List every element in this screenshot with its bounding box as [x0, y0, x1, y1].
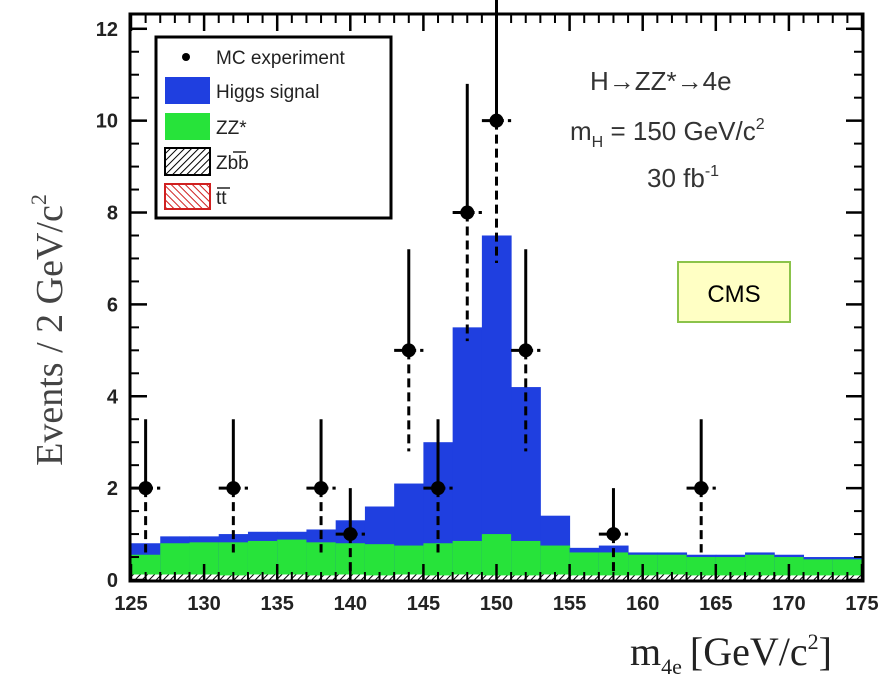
- mass-sub: H: [592, 134, 604, 151]
- data-point: [394, 249, 424, 452]
- cms-badge: CMS: [677, 261, 791, 323]
- y-tick-label: 12: [96, 19, 118, 41]
- lumi-value: 30 fb: [647, 163, 705, 193]
- x-tick-label: 160: [626, 593, 659, 615]
- lumi-sup: -1: [705, 163, 719, 180]
- x-tick-labels: 125 130 135 140 145 150 155 160 165 170 175: [114, 593, 878, 615]
- data-point: [511, 249, 541, 452]
- y-tick-label: 10: [96, 111, 118, 133]
- data-point: [452, 83, 482, 342]
- data-points: [131, 0, 716, 576]
- x-tick-label: 150: [480, 593, 513, 615]
- data-point: [131, 419, 161, 553]
- data-marker: [343, 527, 358, 542]
- x-axis-label-unit-sup: 2: [808, 629, 819, 654]
- x-tick-label: 125: [114, 593, 147, 615]
- lumi-label: 30 fb-1: [647, 163, 719, 193]
- y-axis-label: Events / 2 GeV/c2: [26, 194, 71, 466]
- zz-background-bar: [686, 557, 717, 580]
- data-marker: [401, 343, 416, 358]
- data-marker: [460, 205, 475, 220]
- data-marker: [489, 113, 504, 128]
- x-tick-label: 175: [845, 593, 878, 615]
- x-tick-label: 155: [553, 593, 586, 615]
- mass-value: = 150 GeV/c: [603, 116, 755, 146]
- cms-badge-text: CMS: [707, 281, 760, 308]
- zz-background-bar: [715, 557, 746, 580]
- data-marker: [431, 481, 446, 496]
- y-axis-label-sup: 2: [26, 194, 51, 205]
- data-marker: [694, 481, 709, 496]
- x-tick-label: 145: [407, 593, 440, 615]
- mass-label: mH = 150 GeV/c2: [570, 116, 765, 151]
- x-tick-label: 170: [772, 593, 805, 615]
- x-axis-label-sub: 4e: [661, 654, 682, 679]
- legend-label-zz: ZZ*: [216, 118, 247, 139]
- legend-marker-mc: [182, 53, 190, 61]
- data-marker: [314, 481, 329, 496]
- data-point: [218, 419, 248, 553]
- y-tick-label: 8: [107, 203, 118, 225]
- y-tick-label: 6: [107, 294, 118, 316]
- zz-background-bar: [832, 559, 863, 580]
- x-tick-label: 165: [699, 593, 732, 615]
- legend: MC experiment Higgs signal ZZ* Zbb tt: [154, 35, 393, 220]
- legend-label-higgs: Higgs signal: [216, 82, 320, 103]
- legend-swatch-zbb: [164, 147, 211, 176]
- mass-sup: 2: [756, 116, 765, 133]
- process-label: H→ZZ*→4e: [590, 66, 732, 96]
- x-tick-label: 130: [187, 593, 220, 615]
- y-tick-label: 0: [107, 570, 118, 592]
- data-point: [481, 0, 512, 264]
- data-point: [423, 419, 453, 553]
- legend-swatch-tt: [164, 183, 211, 210]
- x-axis-label-unit-end: ]: [819, 629, 832, 674]
- data-point: [598, 488, 629, 576]
- y-tick-labels: 0 2 4 6 8 10 12: [96, 19, 119, 592]
- annotation-block: H→ZZ*→4e mH = 150 GeV/c2 30 fb-1: [570, 66, 765, 193]
- zz-background-bar: [803, 559, 834, 580]
- y-tick-label: 4: [107, 386, 119, 408]
- legend-label-mc: MC experiment: [216, 48, 346, 69]
- x-axis-label: m4e [GeV/c2]: [630, 629, 832, 679]
- y-tick-label: 2: [107, 478, 118, 500]
- legend-swatch-zz: [165, 113, 210, 140]
- higgs-signal-bar: [452, 327, 483, 580]
- x-tick-label: 140: [334, 593, 367, 615]
- legend-label-zbb: Zbb: [216, 153, 249, 174]
- mass-m: m: [570, 116, 592, 146]
- data-marker: [606, 527, 621, 542]
- data-marker: [518, 343, 533, 358]
- x-axis-label-unit: [GeV/c: [690, 629, 808, 674]
- x-axis-label-m: m: [630, 629, 661, 674]
- x-tick-label: 135: [261, 593, 294, 615]
- higgs-signal-bar: [481, 235, 512, 581]
- cms-badge-box: [677, 261, 791, 323]
- data-point: [686, 419, 716, 553]
- legend-swatch-higgs: [165, 77, 210, 104]
- axis-ticks: [129, 15, 864, 582]
- y-axis-label-main: Events / 2 GeV/c: [29, 205, 71, 466]
- plot-frame: [128, 12, 865, 583]
- data-marker: [226, 481, 241, 496]
- data-point: [306, 419, 336, 553]
- legend-label-tt: tt: [216, 188, 227, 209]
